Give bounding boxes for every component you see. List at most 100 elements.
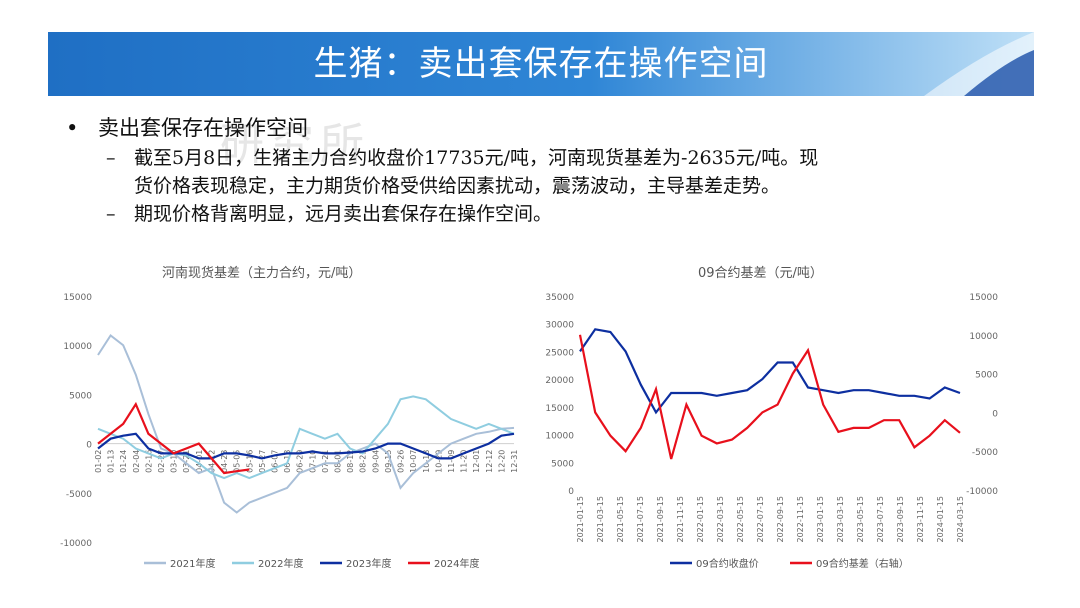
bullet-sub-2: – 期现价格背离明显，远月卖出套保存在操作空间。 <box>106 200 1026 228</box>
y-right-tick-label: 15000 <box>969 293 998 303</box>
x-tick-label: 2023-01-15 <box>816 496 825 543</box>
x-tick-label: 2021-05-15 <box>616 496 625 543</box>
x-tick-label: 08-23 <box>359 450 368 473</box>
y-right-tick-label: -5000 <box>972 448 998 458</box>
x-tick-label: 01-02 <box>94 450 103 473</box>
y-tick-label: 10000 <box>63 342 92 352</box>
y-left-tick-label: 35000 <box>545 293 574 303</box>
x-tick-label: 2021-09-15 <box>656 496 665 543</box>
x-tick-label: 10-29 <box>434 450 443 473</box>
y-right-tick-label: 5000 <box>975 371 998 381</box>
x-tick-label: 12-20 <box>497 450 506 473</box>
x-tick-label: 05-05 <box>233 450 242 473</box>
bullet-sub-2-text: 期现价格背离明显，远月卖出套保存在操作空间。 <box>134 203 553 225</box>
x-tick-label: 2021-03-15 <box>596 496 605 543</box>
x-tick-label: 2023-03-15 <box>836 496 845 543</box>
series-line-2024年度 <box>97 401 250 475</box>
x-tick-label: 07-21 <box>321 450 330 473</box>
x-tick-label: 05-27 <box>258 450 267 473</box>
x-tick-label: 06-29 <box>296 450 305 473</box>
y-left-tick-label: 25000 <box>545 348 574 358</box>
x-tick-label: 03-21 <box>182 450 191 473</box>
y-tick-label: -5000 <box>66 490 92 500</box>
x-tick-label: 11-20 <box>460 450 469 473</box>
series-line-09合约基差（右轴） <box>578 334 961 460</box>
x-tick-label: 05-16 <box>245 450 254 473</box>
x-tick-label: 03-10 <box>170 450 179 473</box>
x-tick-label: 08-01 <box>334 450 343 473</box>
y-right-tick-label: -10000 <box>966 487 998 497</box>
x-tick-label: 2024-01-15 <box>936 496 945 543</box>
y-tick-label: 15000 <box>63 293 92 303</box>
x-tick-label: 01-24 <box>119 450 128 473</box>
watermark: 研究所 <box>220 119 370 170</box>
x-tick-label: 04-12 <box>207 450 216 473</box>
x-tick-label: 09-04 <box>371 450 380 473</box>
bullet-list: • 卖出套保存在操作空间 – 截至5月8日，生猪主力合约收盘价17735元/吨，河… <box>66 112 1026 228</box>
x-tick-label: 01-13 <box>107 450 116 473</box>
x-tick-label: 2022-09-15 <box>776 496 785 543</box>
x-tick-label: 2023-07-15 <box>876 496 885 543</box>
x-tick-label: 11-09 <box>447 450 456 473</box>
chart2-09-basis: 35000 30000 25000 20000 15000 10000 5000 0 15000… <box>545 293 998 570</box>
x-tick-label: 09-15 <box>384 450 393 473</box>
x-tick-label: 12-31 <box>510 450 519 473</box>
header-swoosh-decoration <box>924 32 1034 96</box>
x-tick-label: 10-07 <box>409 450 418 473</box>
x-tick-label: 2022-11-15 <box>796 496 805 543</box>
legend-label: 09合约收盘价 <box>696 557 759 570</box>
x-tick-label: 2024-03-15 <box>956 496 965 543</box>
x-tick-label: 08-12 <box>346 450 355 473</box>
x-tick-label: 2023-05-15 <box>856 496 865 543</box>
chart1-henan-basis: 15000 10000 5000 0 -5000 -10000 01-02 01-13 01-2… <box>60 293 519 570</box>
y-tick-label: -10000 <box>60 539 92 549</box>
y-left-tick-label: 10000 <box>545 432 574 442</box>
x-tick-label: 06-07 <box>270 450 279 473</box>
y-right-tick-label: 0 <box>992 409 998 419</box>
x-tick-label: 02-16 <box>144 450 153 473</box>
bullet-sub-1: – 截至5月8日，生猪主力合约收盘价17735元/吨，河南现货基差为-2635元… <box>106 144 1026 200</box>
series-line-2023年度 <box>97 432 515 460</box>
x-tick-label: 2021-11-15 <box>676 496 685 543</box>
y-left-tick-label: 20000 <box>545 376 574 386</box>
slide-header: 生猪：卖出套保存在操作空间 <box>48 32 1034 96</box>
legend-label: 2022年度 <box>258 557 303 570</box>
x-tick-label: 07-10 <box>308 450 317 473</box>
x-tick-label: 2023-09-15 <box>896 496 905 543</box>
x-tick-label: 2021-07-15 <box>636 496 645 543</box>
x-tick-label: 2023-11-15 <box>916 496 925 543</box>
x-tick-label: 2021-01-15 <box>576 496 585 543</box>
x-tick-label: 09-26 <box>397 450 406 473</box>
x-tick-label: 2022-07-15 <box>756 496 765 543</box>
y-left-tick-label: 5000 <box>551 459 574 469</box>
slide-title: 生猪：卖出套保存在操作空间 <box>313 44 769 84</box>
legend-label: 2021年度 <box>170 557 215 570</box>
x-tick-label: 02-27 <box>157 450 166 473</box>
bullet-sub-1-line1: 截至5月8日，生猪主力合约收盘价17735元/吨，河南现货基差为-2635元/吨… <box>134 147 819 169</box>
y-tick-label: 5000 <box>69 391 92 401</box>
bullet-dot-icon: • <box>66 116 79 140</box>
bullet-sub-1-line2: 货价格表现稳定，主力期货价格受供给因素扰动，震荡波动，主导基差走势。 <box>134 175 781 197</box>
x-tick-label: 2022-01-15 <box>696 496 705 543</box>
series-line-09合约收盘价 <box>579 328 961 415</box>
series-line-2021年度 <box>97 333 515 514</box>
x-tick-label: 10-18 <box>422 450 431 473</box>
dash-icon: – <box>106 203 116 225</box>
y-left-tick-label: 15000 <box>545 404 574 414</box>
bullet-main: • 卖出套保存在操作空间 <box>66 112 1026 144</box>
y-right-tick-label: 10000 <box>969 332 998 342</box>
x-tick-label: 04-01 <box>195 450 204 473</box>
x-tick-label: 12-12 <box>485 450 494 473</box>
x-tick-label: 2022-03-15 <box>716 496 725 543</box>
bullet-main-text: 卖出套保存在操作空间 <box>98 116 308 140</box>
y-left-tick-label: 30000 <box>545 321 574 331</box>
legend-label: 09合约基差（右轴） <box>816 557 909 570</box>
series-line-2022年度 <box>97 395 515 480</box>
x-tick-label: 04-23 <box>220 450 229 473</box>
x-tick-label: 12-01 <box>472 450 481 473</box>
y-left-tick-label: 0 <box>568 487 574 497</box>
dash-icon: – <box>106 147 116 169</box>
chart2-title: 09合约基差（元/吨） <box>698 266 823 281</box>
chart1-title: 河南现货基差（主力合约，元/吨） <box>162 266 362 281</box>
legend-label: 2024年度 <box>434 557 479 570</box>
